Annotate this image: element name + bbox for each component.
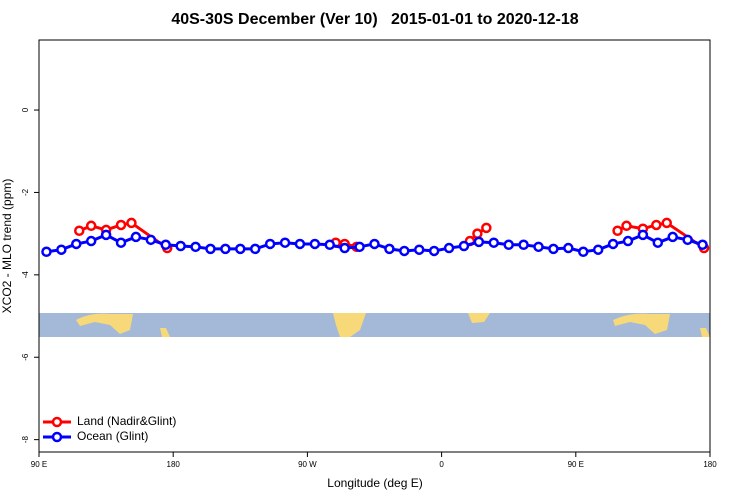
point: [697, 239, 708, 251]
point: [249, 243, 261, 255]
map-strip: [39, 313, 710, 337]
point: [548, 243, 559, 255]
point: [592, 244, 604, 255]
point: [607, 238, 619, 250]
point: [369, 238, 380, 250]
legend-marker: [51, 431, 63, 443]
point: [126, 217, 137, 229]
point: [235, 243, 246, 255]
y-tick-label: -6: [21, 353, 30, 361]
point: [175, 240, 186, 252]
point: [205, 243, 216, 255]
point: [71, 238, 82, 250]
point: [56, 244, 67, 255]
point: [74, 225, 85, 237]
point: [324, 239, 336, 251]
point: [518, 239, 529, 251]
point: [428, 245, 440, 257]
point: [85, 235, 97, 247]
point: [399, 245, 410, 257]
point: [339, 242, 350, 254]
point: [563, 242, 574, 254]
point: [533, 241, 544, 253]
point: [279, 237, 291, 248]
point: [682, 234, 693, 246]
plot-frame: [38, 39, 711, 453]
x-tick-label: 180: [167, 460, 181, 469]
point: [621, 220, 632, 232]
point: [145, 234, 157, 246]
y-tick-label: -8: [21, 436, 30, 444]
point: [115, 237, 127, 248]
point: [264, 238, 276, 250]
point: [473, 236, 485, 248]
point: [488, 237, 500, 248]
point: [622, 235, 634, 247]
legend-label: Land (Nadir&Glint): [77, 414, 176, 428]
point: [160, 239, 171, 251]
point: [612, 225, 623, 237]
point: [458, 240, 470, 252]
legend-label: Ocean (Glint): [77, 429, 148, 443]
point: [413, 244, 425, 255]
point: [578, 246, 589, 258]
point: [220, 243, 231, 255]
point: [85, 220, 97, 232]
y-tick-label: -4: [21, 271, 30, 279]
x-tick-label: 90 E: [568, 460, 584, 469]
y-tick-label: 0: [21, 107, 30, 112]
point: [309, 238, 321, 250]
point: [481, 222, 492, 234]
x-axis-label: Longitude (deg E): [327, 476, 422, 490]
point: [384, 243, 395, 255]
point: [652, 237, 664, 248]
chart-title: 40S-30S December (Ver 10) 2015-01-01 to …: [171, 11, 578, 28]
point: [115, 219, 127, 231]
x-tick-label: 90 E: [31, 460, 47, 469]
x-tick-label: 90 W: [298, 460, 317, 469]
point: [503, 239, 514, 251]
point: [41, 246, 52, 258]
point: [190, 241, 201, 253]
point: [294, 238, 306, 250]
x-tick-label: 180: [703, 460, 717, 469]
y-tick-label: -2: [21, 188, 30, 196]
point: [443, 242, 455, 254]
point: [130, 231, 142, 243]
point: [472, 228, 483, 239]
point: [100, 229, 112, 241]
point: [354, 241, 365, 253]
legend-marker: [51, 416, 63, 428]
x-tick-label: 0: [439, 460, 444, 469]
point: [637, 229, 649, 241]
point: [651, 219, 662, 231]
y-axis-label: XCO2 - MLO trend (ppm): [0, 179, 14, 314]
point: [667, 231, 678, 243]
point: [661, 217, 673, 229]
